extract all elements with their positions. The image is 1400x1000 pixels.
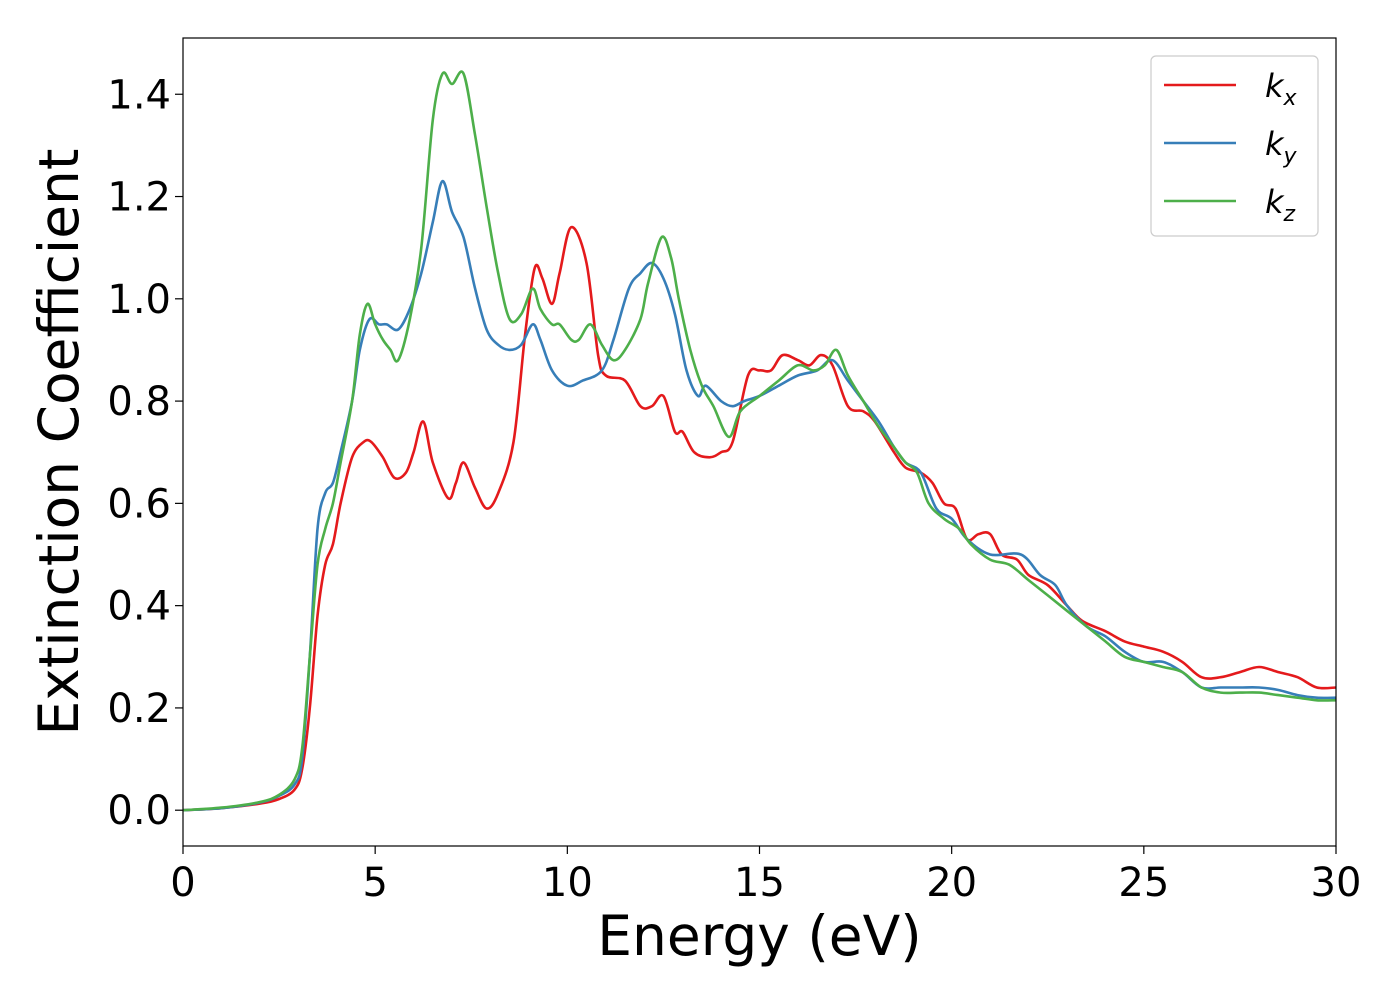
x-tick-label: 25 bbox=[1118, 860, 1169, 906]
legend-box bbox=[1150, 55, 1319, 237]
x-tick-label: 20 bbox=[926, 860, 977, 906]
y-axis-title: Extinction Coefficient bbox=[27, 149, 91, 736]
y-tick-label: 0.8 bbox=[107, 379, 171, 425]
legend: kx ky kz bbox=[1150, 55, 1319, 237]
legend-label-x: kx bbox=[1265, 67, 1298, 111]
x-tick-label: 10 bbox=[542, 860, 593, 906]
legend-label-y: ky bbox=[1265, 125, 1298, 169]
y-tick-label: 1.0 bbox=[107, 277, 171, 323]
y-axis: 0.0 0.2 0.4 0.6 0.8 1.0 1.2 1.4 bbox=[107, 72, 183, 834]
series-line-z bbox=[182, 70, 1337, 812]
y-tick-label: 1.2 bbox=[107, 175, 171, 221]
x-tick-label: 15 bbox=[734, 860, 785, 906]
legend-label-z: kz bbox=[1265, 183, 1296, 227]
y-tick-label: 0.2 bbox=[107, 686, 171, 732]
x-tick-label: 5 bbox=[362, 860, 387, 906]
x-axis: 0 5 10 15 20 25 30 bbox=[170, 846, 1361, 906]
y-tick-label: 0.0 bbox=[107, 788, 171, 834]
x-axis-title: Energy (eV) bbox=[597, 904, 921, 968]
x-tick-label: 30 bbox=[1311, 860, 1362, 906]
y-tick-label: 0.6 bbox=[107, 481, 171, 527]
y-tick-label: 1.4 bbox=[107, 72, 171, 118]
x-tick-label: 0 bbox=[170, 860, 195, 906]
y-tick-label: 0.4 bbox=[107, 584, 171, 630]
plot-lines bbox=[182, 70, 1337, 812]
